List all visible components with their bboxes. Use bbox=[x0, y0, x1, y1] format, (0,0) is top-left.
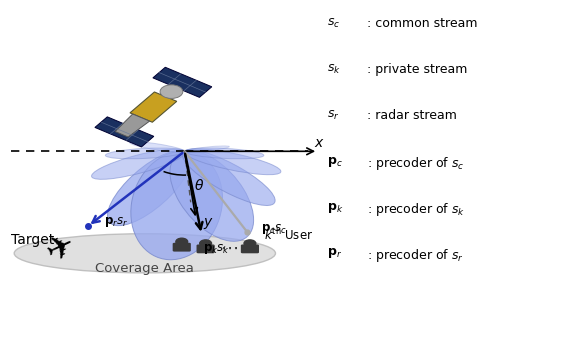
Text: Target: Target bbox=[11, 233, 55, 247]
Text: : precoder of $s_r$: : precoder of $s_r$ bbox=[367, 246, 464, 264]
Text: $\mathbf{p}_r s_r$: $\mathbf{p}_r s_r$ bbox=[104, 215, 128, 229]
Text: $\mathbf{p}_r$: $\mathbf{p}_r$ bbox=[327, 246, 342, 260]
Text: $\mathbf{p}_c s_c$: $\mathbf{p}_c s_c$ bbox=[261, 222, 287, 236]
Ellipse shape bbox=[185, 146, 229, 152]
Circle shape bbox=[244, 240, 256, 247]
Text: $\theta$: $\theta$ bbox=[194, 178, 204, 193]
FancyBboxPatch shape bbox=[241, 244, 259, 253]
Ellipse shape bbox=[130, 142, 185, 152]
FancyBboxPatch shape bbox=[173, 243, 191, 252]
Ellipse shape bbox=[182, 150, 275, 205]
Circle shape bbox=[176, 238, 187, 245]
Text: : private stream: : private stream bbox=[367, 63, 468, 76]
Polygon shape bbox=[115, 114, 149, 137]
Text: : common stream: : common stream bbox=[367, 17, 478, 30]
Polygon shape bbox=[95, 117, 154, 147]
Text: : precoder of $s_c$: : precoder of $s_c$ bbox=[367, 155, 465, 172]
Ellipse shape bbox=[107, 151, 191, 226]
Text: : radar stream: : radar stream bbox=[367, 109, 457, 122]
Ellipse shape bbox=[14, 234, 275, 273]
Ellipse shape bbox=[91, 149, 185, 179]
Text: Coverage Area: Coverage Area bbox=[95, 262, 194, 275]
Text: ✈: ✈ bbox=[40, 227, 80, 268]
Polygon shape bbox=[153, 67, 212, 97]
Text: $\mathbf{p}_c$: $\mathbf{p}_c$ bbox=[327, 155, 343, 169]
Text: $k^{\mathrm{th}}$ User: $k^{\mathrm{th}}$ User bbox=[264, 227, 314, 242]
Text: $\mathbf{p}_k s_k$: $\mathbf{p}_k s_k$ bbox=[203, 242, 230, 256]
Polygon shape bbox=[130, 92, 177, 122]
Ellipse shape bbox=[106, 148, 185, 159]
Ellipse shape bbox=[131, 151, 223, 260]
Text: $s_r$: $s_r$ bbox=[327, 109, 339, 122]
Text: $\mathbf{p}_k$: $\mathbf{p}_k$ bbox=[327, 201, 343, 215]
Text: $x$: $x$ bbox=[314, 136, 324, 150]
Text: $s_c$: $s_c$ bbox=[327, 17, 340, 30]
Text: $\cdots$: $\cdots$ bbox=[220, 239, 238, 257]
Ellipse shape bbox=[170, 151, 254, 241]
Text: $s_k$: $s_k$ bbox=[327, 63, 340, 76]
Text: $y$: $y$ bbox=[203, 216, 214, 231]
Text: : precoder of $s_k$: : precoder of $s_k$ bbox=[367, 201, 466, 218]
FancyBboxPatch shape bbox=[197, 244, 215, 253]
Ellipse shape bbox=[185, 149, 281, 175]
Circle shape bbox=[160, 85, 183, 99]
Circle shape bbox=[200, 240, 211, 247]
Ellipse shape bbox=[185, 148, 264, 159]
